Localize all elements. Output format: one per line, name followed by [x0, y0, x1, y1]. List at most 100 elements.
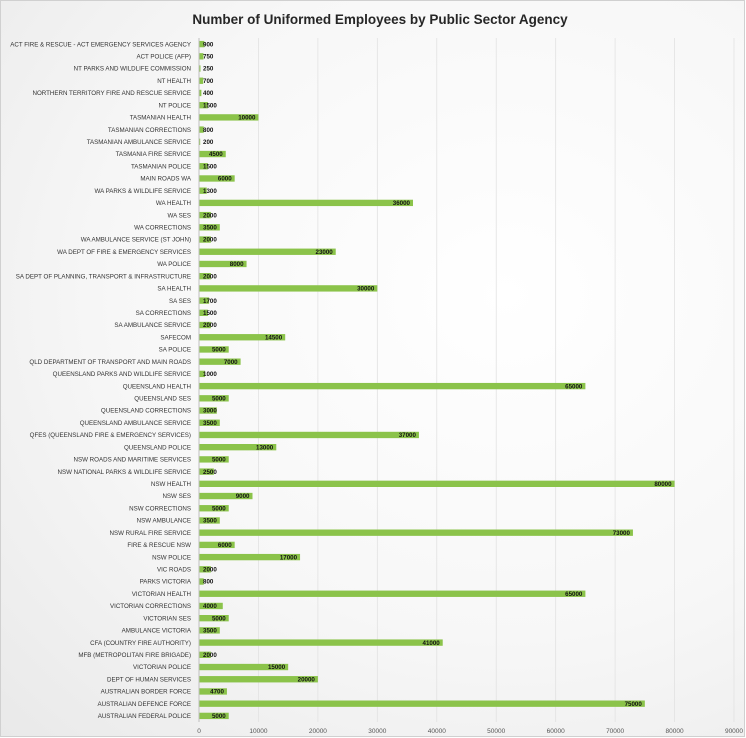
bar [199, 419, 220, 426]
data-label: 800 [203, 579, 214, 586]
category-label: VIC ROADS [157, 567, 191, 574]
bar [199, 126, 204, 133]
x-tick-label: 90000 [725, 728, 743, 735]
data-label: 3500 [203, 628, 217, 635]
category-label: TASMANIAN AMBULANCE SERVICE [87, 139, 191, 146]
category-label: NSW ROADS AND MARITIME SERVICES [74, 457, 191, 464]
category-label: VICTORIAN POLICE [133, 664, 191, 671]
category-label: NT HEALTH [157, 78, 191, 85]
bar [199, 334, 286, 341]
category-label: AUSTRALIAN FEDERAL POLICE [98, 713, 191, 720]
category-label: NT POLICE [158, 102, 191, 109]
bar [199, 138, 201, 145]
bar [199, 627, 220, 634]
category-label: ACT POLICE (AFP) [136, 54, 191, 61]
category-label: DEPT OF HUMAN SERVICES [107, 676, 191, 683]
data-label: 900 [203, 41, 214, 48]
bar [199, 688, 227, 695]
bar [199, 114, 259, 121]
category-label: SA AMBULANCE SERVICE [114, 322, 191, 329]
bar [199, 456, 229, 463]
x-tick-label: 20000 [309, 728, 327, 735]
data-label: 4700 [210, 689, 224, 696]
category-label: SA CORRECTIONS [136, 310, 191, 317]
category-label: WA DEPT OF FIRE & EMERGENCY SERVICES [57, 249, 191, 256]
data-label: 5000 [212, 713, 226, 720]
bar [199, 651, 211, 658]
data-label: 7000 [224, 359, 238, 366]
bar [199, 468, 214, 475]
category-label: TASMANIAN POLICE [131, 163, 191, 170]
category-label: QUEENSLAND POLICE [124, 444, 191, 451]
bar [199, 505, 229, 512]
data-label: 15000 [268, 664, 286, 671]
data-labels: 9007502507004001500100008002004500150060… [203, 41, 672, 720]
data-label: 1700 [203, 298, 217, 305]
data-label: 750 [203, 54, 214, 61]
bar [199, 77, 204, 84]
category-label: QUEENSLAND AMBULANCE SERVICE [80, 420, 191, 427]
bar [199, 700, 645, 707]
bar [199, 444, 277, 451]
data-label: 2000 [203, 273, 217, 280]
data-label: 20000 [298, 676, 316, 683]
bar [199, 382, 586, 390]
data-label: 1500 [203, 310, 217, 317]
x-tick-label: 40000 [428, 728, 446, 735]
bar [199, 590, 586, 597]
data-label: 3500 [203, 225, 217, 232]
bar [199, 712, 229, 720]
category-label: NSW AMBULANCE [137, 518, 191, 525]
category-label: ACT FIRE & RESCUE - ACT EMERGENCY SERVIC… [10, 41, 191, 48]
chart-title: Number of Uniformed Employees by Public … [192, 12, 568, 27]
data-label: 75000 [625, 701, 643, 708]
category-label: TASMANIA FIRE SERVICE [116, 151, 191, 158]
category-label: SAFECOM [160, 334, 191, 341]
bar [199, 187, 207, 194]
x-tick-label: 70000 [606, 728, 624, 735]
bar [199, 102, 208, 109]
x-tick-label: 50000 [487, 728, 505, 735]
data-label: 80000 [654, 481, 672, 488]
data-label: 65000 [565, 591, 583, 598]
x-tick-label: 80000 [666, 728, 684, 735]
bar [199, 163, 208, 170]
bar [199, 53, 204, 60]
bar [199, 248, 336, 255]
x-tick-label: 60000 [547, 728, 565, 735]
data-label: 2500 [203, 469, 217, 476]
bar [199, 395, 229, 402]
category-label: QUEENSLAND SES [134, 396, 191, 403]
data-label: 2000 [203, 237, 217, 244]
bar [199, 566, 211, 573]
data-label: 1500 [203, 102, 217, 109]
x-tick-label: 0 [197, 728, 201, 735]
category-label: WA SES [168, 212, 192, 219]
bar [199, 663, 289, 671]
data-label: 5000 [212, 396, 226, 403]
data-label: 6000 [218, 542, 232, 549]
category-label: TASMANIAN CORRECTIONS [108, 127, 191, 134]
category-label: QLD DEPARTMENT OF TRANSPORT AND MAIN ROA… [29, 359, 191, 366]
bar [199, 492, 253, 500]
category-label: SA POLICE [159, 347, 191, 354]
bar [199, 224, 220, 231]
bar [199, 358, 241, 365]
category-label: WA PARKS & WILDLIFE SERVICE [94, 188, 191, 195]
category-label: WA HEALTH [156, 200, 191, 207]
category-label: WA CORRECTIONS [134, 225, 191, 232]
data-label: 400 [203, 90, 214, 97]
data-label: 10000 [238, 115, 256, 122]
bar [199, 346, 229, 353]
data-label: 6000 [218, 176, 232, 183]
data-label: 250 [203, 66, 214, 73]
category-label: AUSTRALIAN DEFENCE FORCE [97, 701, 191, 708]
data-label: 36000 [393, 200, 411, 207]
data-label: 5000 [212, 505, 226, 512]
data-label: 65000 [565, 383, 583, 390]
bar [199, 370, 205, 378]
bar [199, 150, 226, 158]
data-label: 5000 [212, 457, 226, 464]
category-labels: ACT FIRE & RESCUE - ACT EMERGENCY SERVIC… [10, 41, 192, 720]
bar [199, 199, 413, 207]
